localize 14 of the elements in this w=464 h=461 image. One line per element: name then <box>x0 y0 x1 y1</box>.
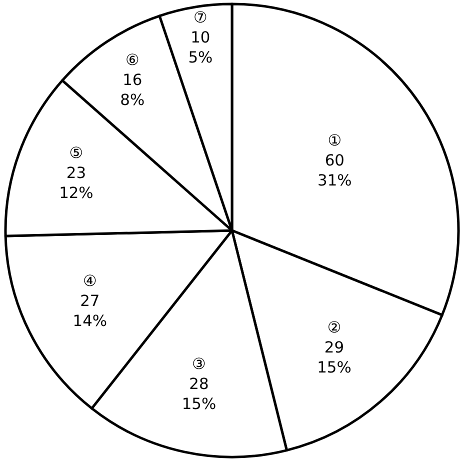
slice-label: ① <box>328 132 342 150</box>
data-label: 28 15% <box>182 374 216 413</box>
data-label: 60 31% <box>318 152 352 190</box>
slice-label: ⑤ <box>69 144 84 162</box>
slice-label: ⑥ <box>125 50 140 69</box>
data-label: 10 5% <box>188 28 213 67</box>
data-label: 16 8% <box>120 70 145 110</box>
data-label: 23 12% <box>59 164 94 202</box>
slice-label: ③ <box>192 354 206 373</box>
data-label: 27 14% <box>72 292 108 330</box>
slice-label: ④ <box>82 272 97 290</box>
slice-label: ② <box>327 318 342 336</box>
slice-label: ⑦ <box>194 8 208 27</box>
data-label: 29 15% <box>317 338 352 377</box>
